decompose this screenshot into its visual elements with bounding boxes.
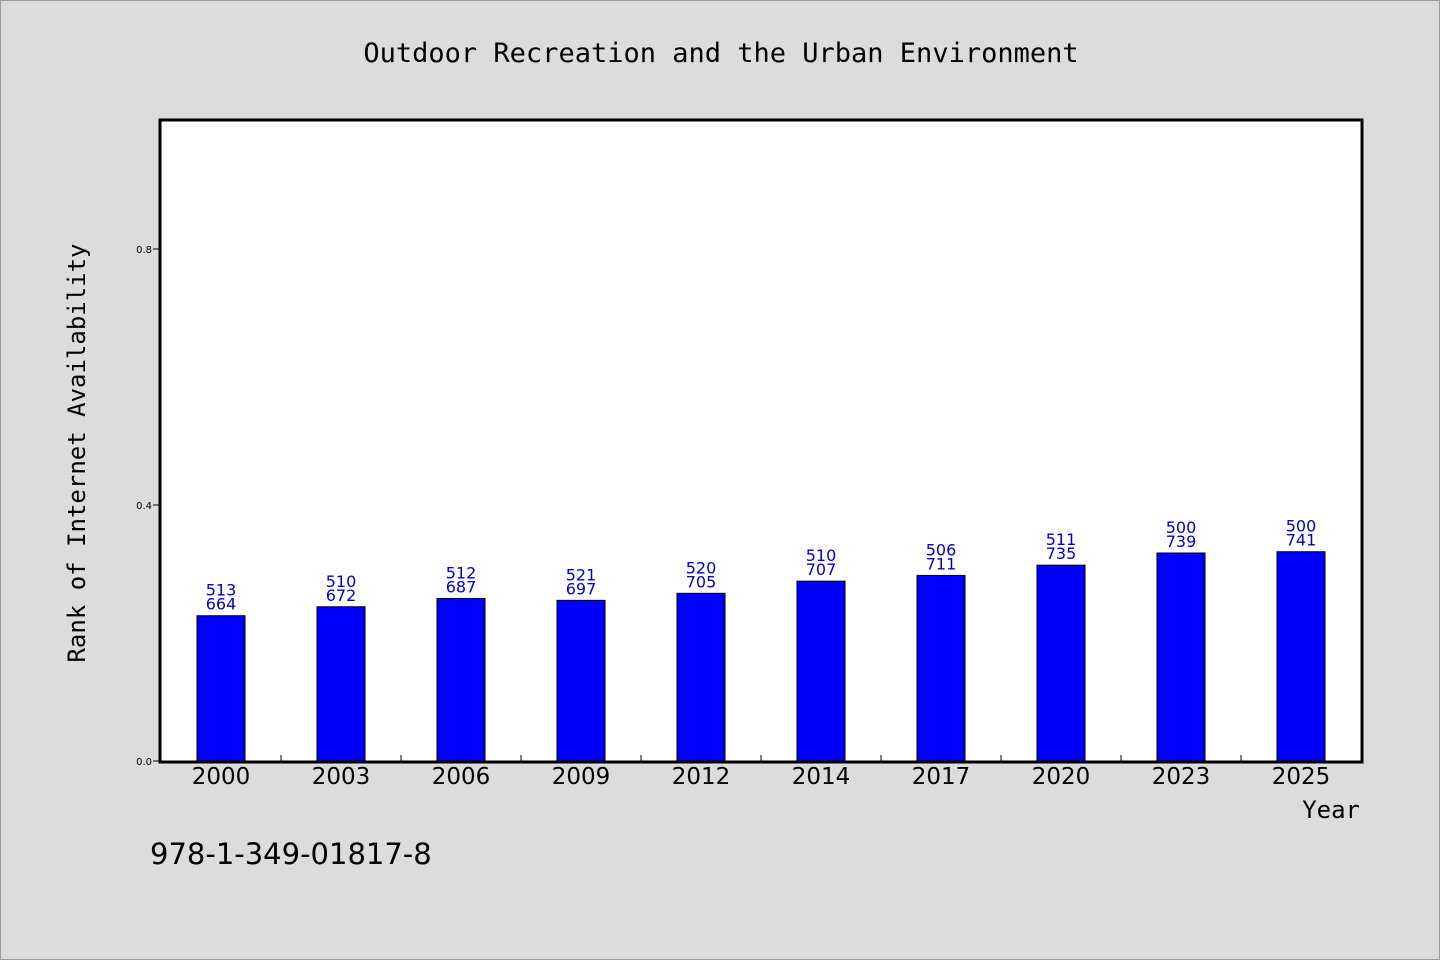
bar-label-bottom: 711: [926, 554, 957, 573]
bar-label-bottom: 672: [326, 586, 357, 605]
bar: [1156, 552, 1206, 762]
bar: [196, 615, 246, 762]
bar: [556, 599, 606, 762]
x-tick-label: 2009: [552, 764, 611, 790]
bar: [436, 597, 486, 762]
x-tick-label: 2020: [1032, 764, 1091, 790]
y-tick-label: 0.0: [136, 757, 152, 768]
bar-label-top: 513: [206, 581, 237, 600]
bar-label-top: 500: [1166, 518, 1197, 537]
bar-label-top: 520: [686, 558, 717, 577]
bar-label-top: 506: [926, 540, 957, 559]
x-tick-label: 2014: [792, 764, 851, 790]
bar: [916, 574, 966, 762]
x-tick-label: 2003: [312, 764, 371, 790]
bar-label-bottom: 707: [806, 560, 837, 579]
bar-label-bottom: 705: [686, 572, 717, 591]
isbn-label: 978-1-349-01817-8: [150, 837, 432, 871]
bar-label-bottom: 687: [446, 577, 477, 596]
x-tick-labels: 2000 2003 2006 2009 2012 2014 2017 2020 2023 2025: [192, 764, 1331, 790]
bar-label-bottom: 697: [566, 579, 597, 598]
bar-series: [196, 551, 1326, 762]
x-tick-label: 2023: [1152, 764, 1211, 790]
bar-label-bottom: 735: [1046, 544, 1077, 563]
bar-label-top: 510: [326, 572, 357, 591]
bar-label-bottom: 741: [1286, 531, 1317, 550]
data-labels: 5136645106725126875216975207055107075067…: [206, 517, 1317, 614]
bar-label-top: 500: [1286, 517, 1317, 536]
bar-label-bottom: 739: [1166, 532, 1197, 551]
bar-label-top: 511: [1046, 530, 1077, 549]
bar-label-top: 510: [806, 546, 837, 565]
bar: [1276, 551, 1326, 762]
bar: [796, 580, 846, 762]
y-tick-label: 0.4: [136, 501, 152, 512]
y-axis: 0.0 0.4 0.8: [136, 245, 161, 768]
x-axis-title: Year: [1302, 796, 1360, 824]
x-tick-label: 2006: [432, 764, 491, 790]
bar-label-bottom: 664: [206, 595, 237, 614]
bar: [676, 592, 726, 762]
x-tick-label: 2025: [1272, 764, 1331, 790]
x-tick-label: 2012: [672, 764, 731, 790]
x-tick-label: 2017: [912, 764, 971, 790]
y-tick-label: 0.8: [136, 245, 152, 256]
chart-title: Outdoor Recreation and the Urban Environ…: [363, 38, 1078, 69]
y-axis-title: Rank of Internet Availability: [63, 243, 91, 662]
x-tick-label: 2000: [192, 764, 251, 790]
x-axis: [280, 755, 1242, 761]
bar-label-top: 512: [446, 563, 477, 582]
bar: [1036, 564, 1086, 762]
bar-label-top: 521: [566, 565, 597, 584]
bar: [316, 606, 366, 762]
